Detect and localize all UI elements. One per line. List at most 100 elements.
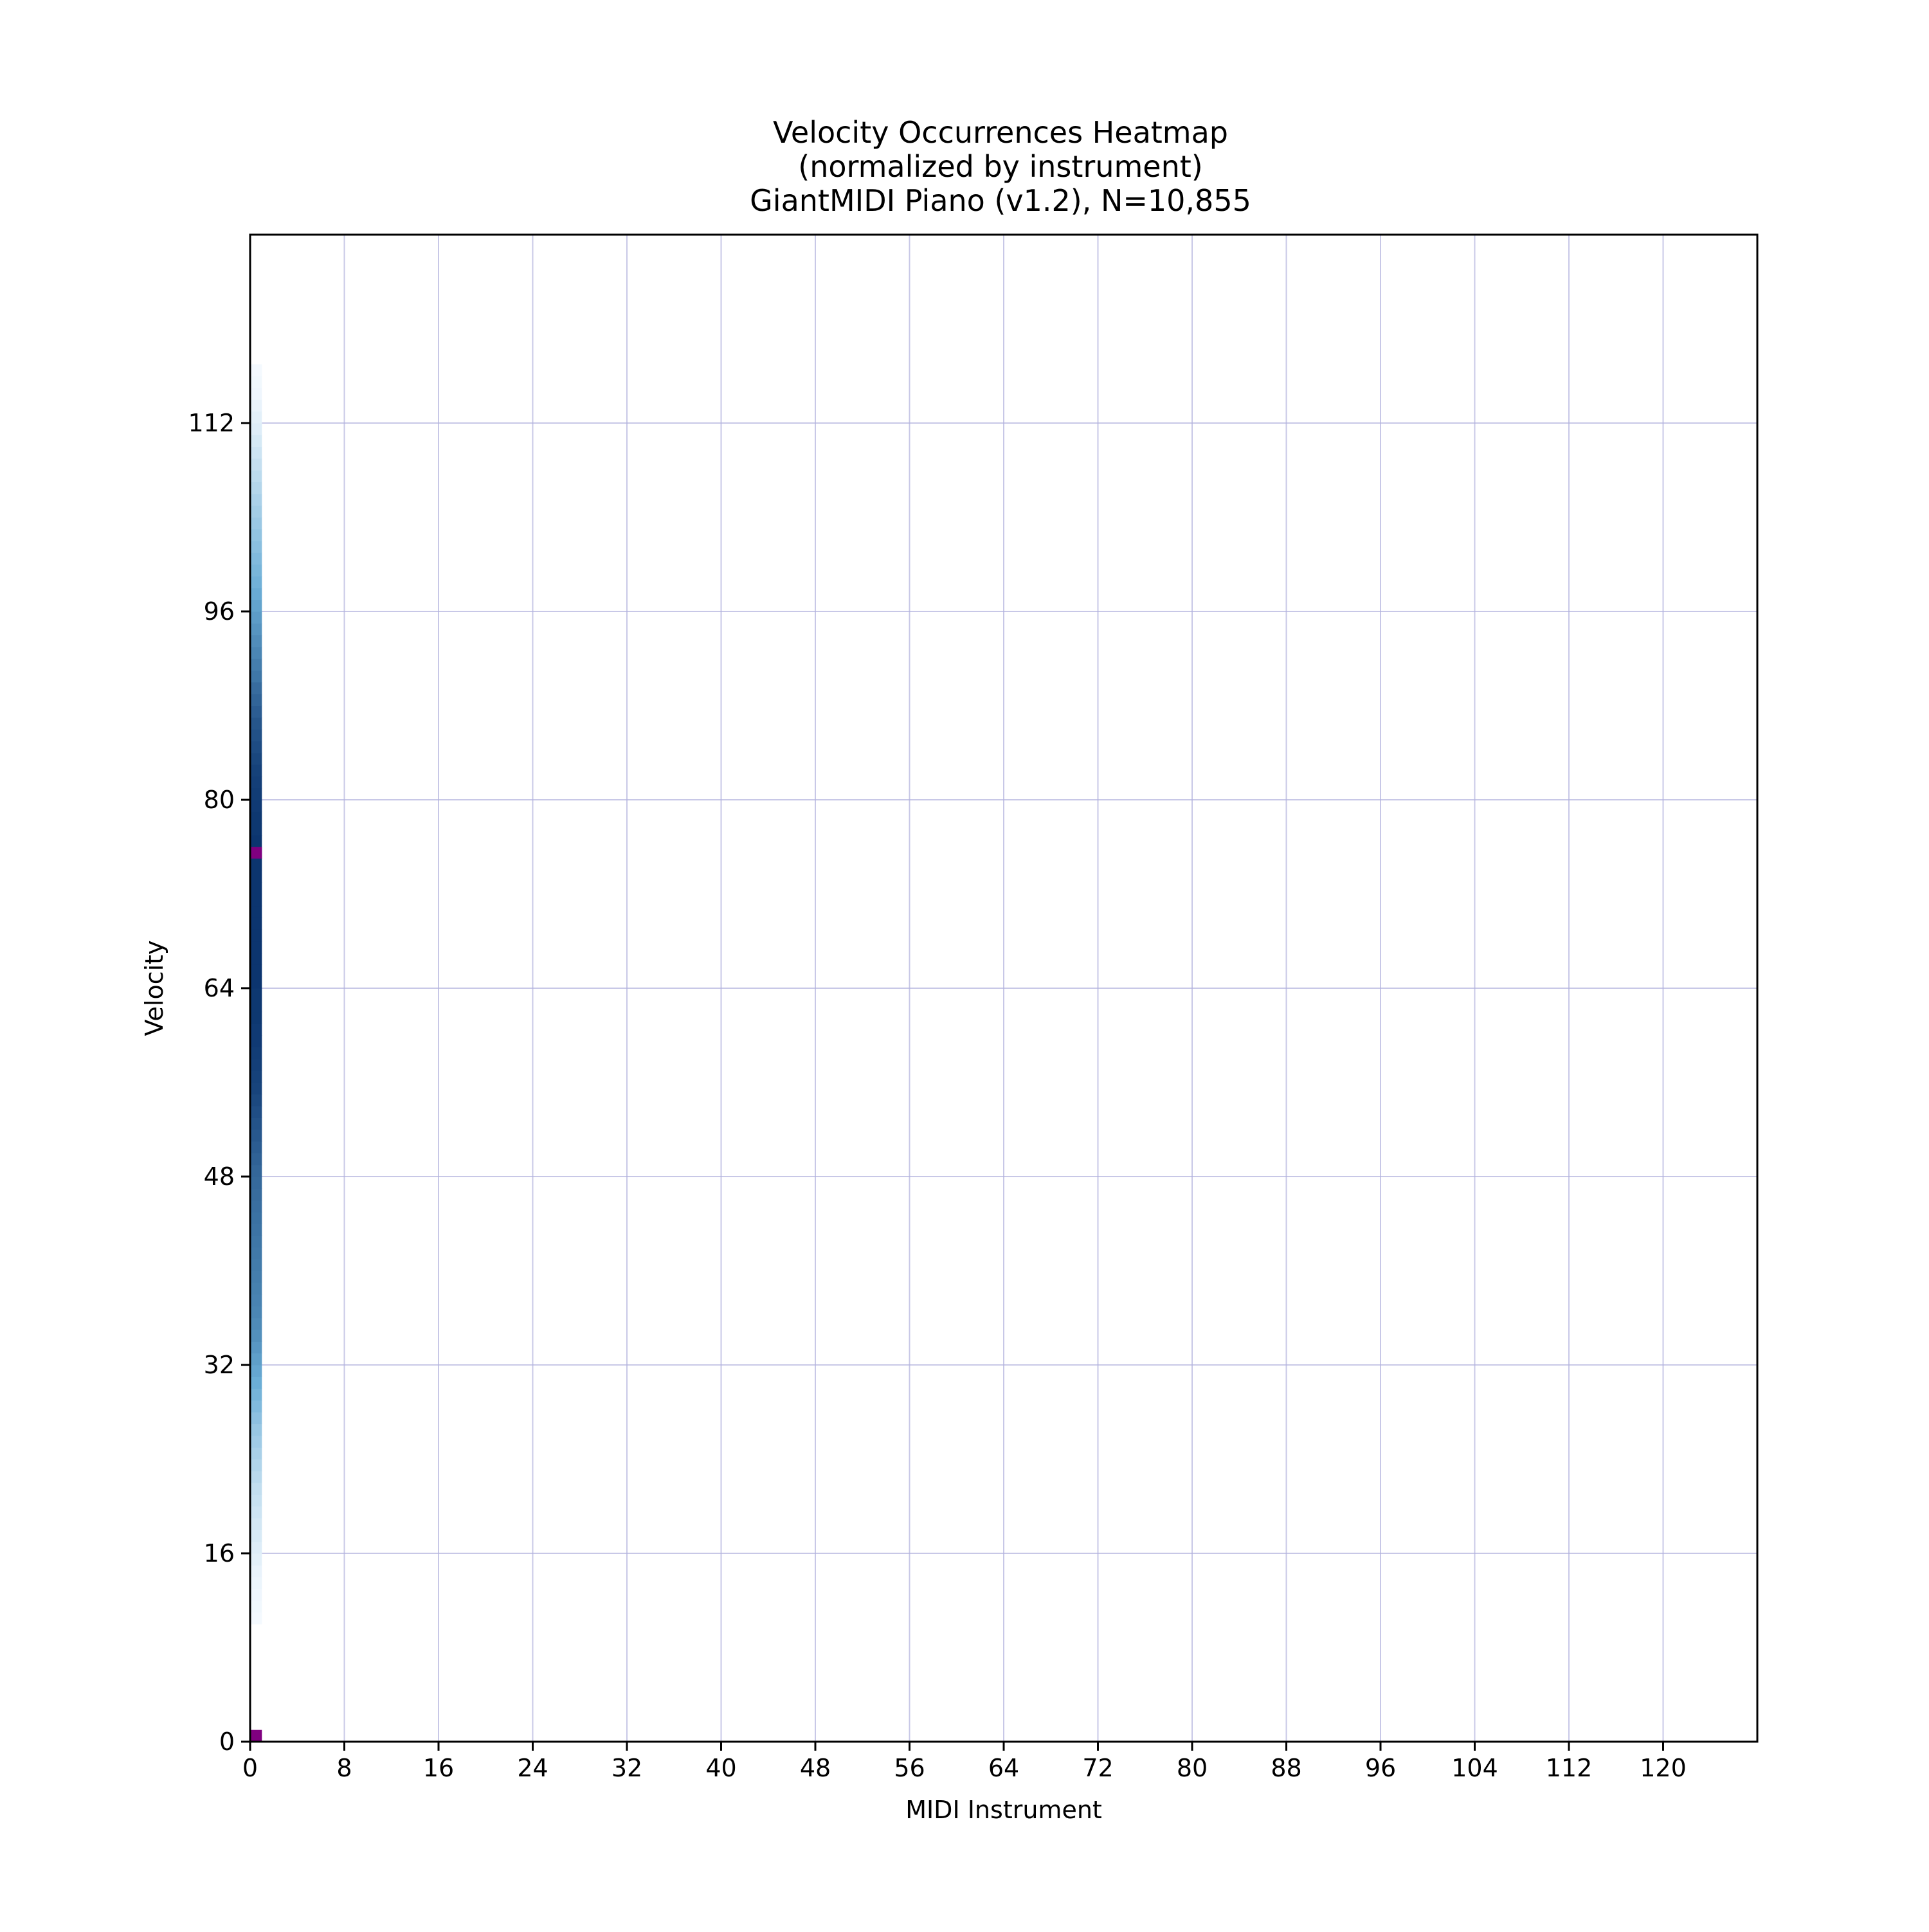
heatmap-cell bbox=[250, 1059, 262, 1071]
x-tick-label: 48 bbox=[800, 1754, 831, 1782]
y-tick-label: 32 bbox=[204, 1351, 235, 1379]
heatmap-cell bbox=[250, 1188, 262, 1200]
heatmap-cell bbox=[250, 576, 262, 588]
y-axis-label: Velocity bbox=[140, 940, 168, 1036]
heatmap-cell bbox=[250, 1294, 262, 1306]
heatmap-cell bbox=[250, 977, 262, 989]
heatmap-cell bbox=[250, 741, 262, 753]
heatmap-cell bbox=[250, 1130, 262, 1142]
heatmap-cell bbox=[250, 564, 262, 577]
heatmap-cell bbox=[250, 447, 262, 459]
heatmap-cell bbox=[250, 1436, 262, 1448]
heatmap-cell bbox=[250, 1035, 262, 1047]
heatmap-cell bbox=[250, 1518, 262, 1530]
heatmap-cell bbox=[250, 1506, 262, 1519]
heatmap-cell bbox=[250, 894, 262, 907]
heatmap-cell bbox=[250, 623, 262, 635]
y-tick-label: 112 bbox=[188, 409, 235, 437]
heatmap-cell bbox=[250, 411, 262, 424]
heatmap-cell bbox=[250, 953, 262, 965]
heatmap-cell bbox=[250, 1047, 262, 1060]
heatmap-cell bbox=[250, 1494, 262, 1506]
heatmap-cell bbox=[250, 1447, 262, 1459]
x-tick-label: 104 bbox=[1451, 1754, 1498, 1782]
x-tick-label: 112 bbox=[1546, 1754, 1593, 1782]
heatmap-cell bbox=[250, 388, 262, 400]
heatmap-cell bbox=[250, 658, 262, 671]
heatmap-cell bbox=[250, 871, 262, 883]
y-tick-label: 96 bbox=[204, 597, 235, 626]
heatmap-cell bbox=[250, 1000, 262, 1012]
heatmap-cell bbox=[250, 458, 262, 471]
heatmap-cell bbox=[250, 1600, 262, 1612]
heatmap-cell bbox=[250, 941, 262, 953]
heatmap-cell bbox=[250, 1459, 262, 1472]
chart-title-line-2: (normalized by instrument) bbox=[798, 149, 1202, 184]
heatmap-cell bbox=[250, 1177, 262, 1189]
heatmap-cell bbox=[250, 1106, 262, 1118]
heatmap-cell bbox=[250, 1153, 262, 1165]
x-tick-label: 120 bbox=[1640, 1754, 1687, 1782]
heatmap-cell bbox=[250, 753, 262, 765]
heatmap-cell bbox=[250, 647, 262, 659]
heatmap-cell bbox=[250, 529, 262, 541]
heatmap-cell bbox=[250, 541, 262, 553]
x-tick-label: 80 bbox=[1177, 1754, 1208, 1782]
heatmap-cell bbox=[250, 470, 262, 482]
heatmap-cell bbox=[250, 1530, 262, 1542]
heatmap-cell bbox=[250, 811, 262, 824]
heatmap-cell bbox=[250, 482, 262, 494]
heatmap-cell bbox=[250, 1565, 262, 1577]
heatmap-cell bbox=[250, 776, 262, 788]
heatmap-cell bbox=[250, 718, 262, 730]
heatmap-cell bbox=[250, 1094, 262, 1106]
heatmap-cell bbox=[250, 917, 262, 930]
heatmap-cell bbox=[250, 1141, 262, 1153]
heatmap-cell bbox=[250, 1212, 262, 1224]
heatmap-cell bbox=[250, 1223, 262, 1236]
heatmap-cell bbox=[250, 435, 262, 447]
y-tick-label: 64 bbox=[204, 974, 235, 1002]
heatmap-cell bbox=[250, 1471, 262, 1483]
heatmap-cell bbox=[250, 906, 262, 918]
heatmap-cell bbox=[250, 505, 262, 518]
heatmap-cell bbox=[250, 729, 262, 741]
heatmap-cell bbox=[250, 1259, 262, 1271]
heatmap-cell bbox=[250, 600, 262, 612]
heatmap-cell bbox=[250, 399, 262, 411]
heatmap-cell bbox=[250, 694, 262, 706]
heatmap-cell bbox=[250, 706, 262, 718]
heatmap-cell bbox=[250, 800, 262, 812]
heatmap-cell bbox=[250, 1306, 262, 1318]
heatmap-cell bbox=[250, 988, 262, 1000]
heatmap-cell bbox=[250, 1589, 262, 1601]
heatmap-cell bbox=[250, 1341, 262, 1353]
heatmap-cell bbox=[250, 1247, 262, 1259]
heatmap-cell bbox=[250, 1612, 262, 1625]
heatmap-cell bbox=[250, 518, 262, 530]
heatmap-cell bbox=[250, 611, 262, 624]
heatmap-cell bbox=[250, 1542, 262, 1554]
x-tick-label: 16 bbox=[423, 1754, 454, 1782]
x-tick-label: 24 bbox=[517, 1754, 548, 1782]
heatmap-cell bbox=[250, 824, 262, 836]
heatmap-cell bbox=[250, 882, 262, 894]
x-tick-label: 56 bbox=[894, 1754, 925, 1782]
heatmap-cell bbox=[250, 1024, 262, 1036]
heatmap-cell bbox=[250, 1117, 262, 1130]
heatmap-cell bbox=[250, 1577, 262, 1589]
heatmap-cell bbox=[250, 1200, 262, 1213]
heatmap-cell bbox=[250, 635, 262, 647]
heatmap-cell bbox=[250, 1165, 262, 1177]
x-tick-label: 40 bbox=[705, 1754, 736, 1782]
heatmap-cell bbox=[250, 1070, 262, 1083]
heatmap-cell bbox=[250, 364, 262, 376]
heatmap-cell bbox=[250, 1283, 262, 1295]
heatmap-cell bbox=[250, 1083, 262, 1095]
x-tick-label: 0 bbox=[242, 1754, 258, 1782]
x-tick-label: 64 bbox=[988, 1754, 1019, 1782]
chart-title: Velocity Occurrences Heatmap (normalized… bbox=[750, 115, 1251, 218]
